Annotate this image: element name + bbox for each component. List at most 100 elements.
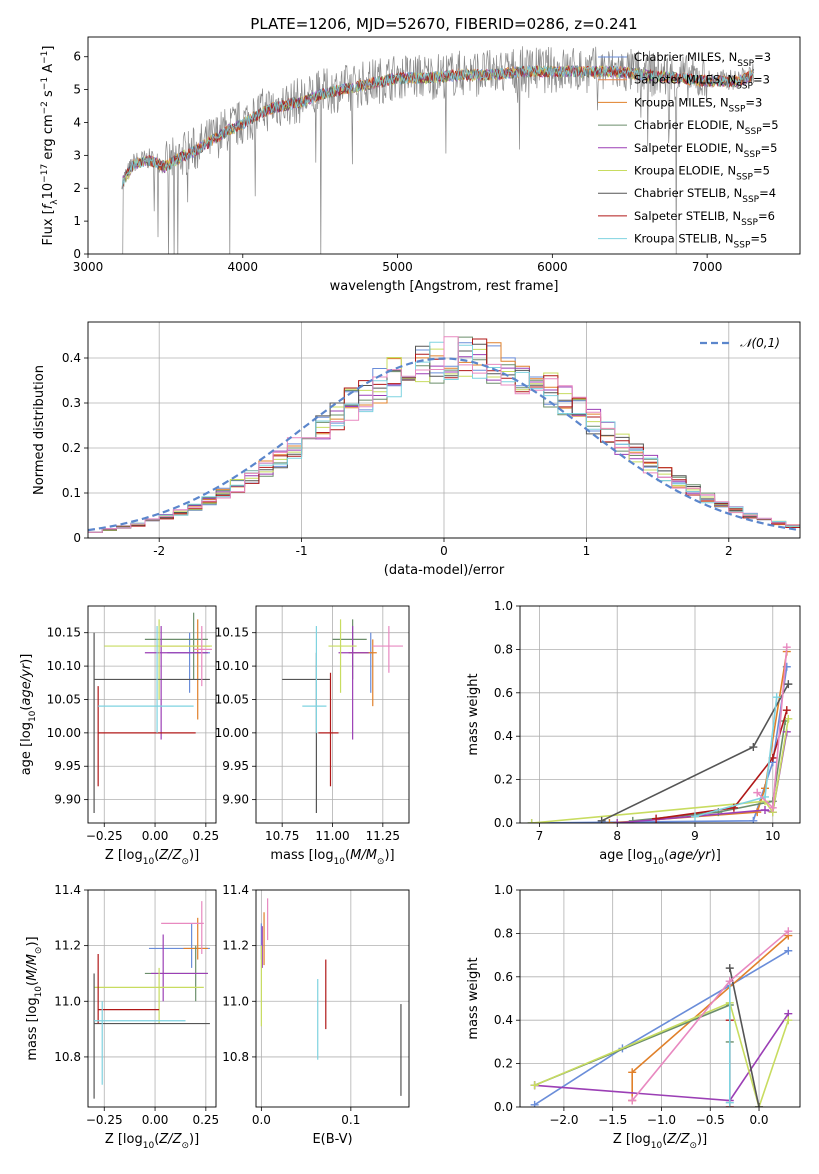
plus-marker (725, 1098, 734, 1107)
label-part: )] (189, 848, 199, 863)
plus-marker (628, 1068, 637, 1077)
label-part: Salpeter STELIB, N (634, 209, 741, 223)
x-tick-label: 7 (536, 829, 544, 843)
model-spectrum-line (121, 65, 754, 190)
label-part: =3 (754, 50, 771, 64)
errorbar-plot-area (93, 901, 210, 1099)
mass-weight-line (609, 651, 788, 823)
x-tick-label: 9 (691, 829, 699, 843)
y-tick-label: 0.8 (494, 642, 513, 656)
y-tick-label: 2 (73, 181, 81, 195)
y-tick-label: 0.4 (494, 729, 513, 743)
plus-marker (725, 977, 734, 986)
y-tick-label: 9.90 (54, 793, 81, 807)
x-tick-label: 1 (583, 544, 591, 558)
y-tick-label: 0.3 (62, 396, 81, 410)
label-part: Z [log (105, 848, 143, 863)
label-part: SSP (744, 150, 761, 160)
y-axis-label: Normed distribution (32, 365, 47, 495)
axes-frame (255, 889, 410, 1108)
line-plot-area (530, 927, 793, 1107)
y-tick-label: 1.0 (494, 599, 513, 613)
y-tick-label: 9.95 (222, 759, 249, 773)
x-tick-label: 0 (440, 544, 448, 558)
histogram-plot-area (88, 336, 800, 533)
label-part: 10 (28, 710, 38, 722)
y-tick-label: 0.2 (494, 1057, 513, 1071)
legend-label: Chabrier STELIB, NSSP=4 (634, 186, 776, 205)
plus-marker (527, 819, 536, 823)
label-part: =5 (750, 232, 767, 246)
label-part: ⊙ (377, 857, 385, 867)
label-part: −2 (40, 101, 50, 114)
label-part: Z [log (613, 1132, 651, 1147)
massweight-vs-metallicity-panel: −2.0 −1.5 −1.0 −0.5 0.0 0.0 0.2 0.4 0.6 0.8 1.0 Z [… (466, 883, 801, 1151)
y-tick-label: 0.6 (494, 970, 513, 984)
y-tick-label: 10.10 (215, 659, 249, 673)
label-part: )] (189, 1132, 199, 1147)
x-axis-label: wavelength [Angstrom, rest frame] (330, 279, 559, 294)
errorbar-plot-area (282, 619, 403, 813)
label-part: SSP (737, 59, 754, 69)
y-tick-label: 0 (73, 247, 81, 261)
mass-vs-ebv-panel: 0.0 0.1 10.8 11.0 11.2 11.4 E(B-V) (222, 883, 410, 1147)
x-tick-label: −0.25 (86, 1113, 123, 1127)
label-part: =5 (761, 141, 778, 155)
plus-marker (784, 927, 793, 936)
x-tick-label: 0.0 (749, 1113, 768, 1127)
label-part: SSP (745, 127, 762, 137)
y-tick-label: 6 (73, 50, 81, 64)
x-tick-label: 5000 (382, 260, 413, 274)
y-tick-label: 0.8 (494, 926, 513, 940)
label-part: age [log (19, 722, 34, 775)
y-tick-label: 1.0 (494, 883, 513, 897)
y-tick-label: 10.10 (47, 659, 81, 673)
x-tick-label: 0.25 (192, 829, 219, 843)
x-tick-label: 3000 (73, 260, 104, 274)
x-tick-label: −1.5 (598, 1113, 627, 1127)
label-part: age [log (599, 848, 652, 863)
histogram-step (88, 336, 800, 533)
x-tick-label: 10 (765, 829, 780, 843)
mass-weight-line (534, 1001, 790, 1107)
y-axis-label: mass weight (466, 673, 481, 755)
figure-title: PLATE=1206, MJD=52670, FIBERID=0286, z=0… (250, 15, 637, 33)
label-part: ( (664, 848, 669, 863)
plus-marker (753, 788, 762, 797)
x-tick-label: 4000 (228, 260, 259, 274)
label-part: Kroupa ELODIE, N (634, 164, 736, 178)
plus-marker (761, 805, 769, 814)
plus-marker (768, 803, 777, 812)
label-part: Salpeter ELODIE, N (634, 141, 744, 155)
model-spectrum-line (121, 64, 754, 190)
age-vs-metallicity-panel: −0.25 0.00 0.25 9.90 9.95 10.00 10.05 10.10 10.1… (19, 605, 219, 867)
label-part: 10 (34, 986, 44, 998)
axes-frame (255, 605, 410, 824)
label-part: ( (345, 848, 350, 863)
plus-marker (753, 808, 762, 817)
y-tick-label: 0 (73, 531, 81, 545)
y-tick-label: 10.05 (47, 692, 81, 706)
x-tick-label: 0.00 (142, 1113, 169, 1127)
y-tick-label: 0.6 (494, 686, 513, 700)
y-tick-label: 11.0 (54, 994, 81, 1008)
label-part: −17 (40, 164, 50, 183)
legend-label: Chabrier ELODIE, NSSP=5 (634, 118, 779, 137)
y-tick-label: 10.05 (215, 692, 249, 706)
x-tick-label: 11.25 (366, 829, 400, 843)
label-part: ⊙ (34, 947, 44, 955)
x-axis-label: (data-model)/error (384, 563, 505, 578)
x-tick-label: 8 (613, 829, 621, 843)
x-axis-label: mass [log10(M/M⊙)] (270, 848, 394, 867)
plus-marker (784, 714, 793, 723)
y-tick-label: 0.2 (62, 441, 81, 455)
y-tick-label: 10.8 (222, 1050, 249, 1064)
x-tick-label: −2.0 (549, 1113, 578, 1127)
y-tick-label: 5 (73, 83, 81, 97)
label-part: f (41, 202, 56, 209)
label-part: ( (154, 1132, 159, 1147)
y-tick-label: 10.00 (215, 726, 249, 740)
mass-weight-line (534, 950, 789, 1106)
